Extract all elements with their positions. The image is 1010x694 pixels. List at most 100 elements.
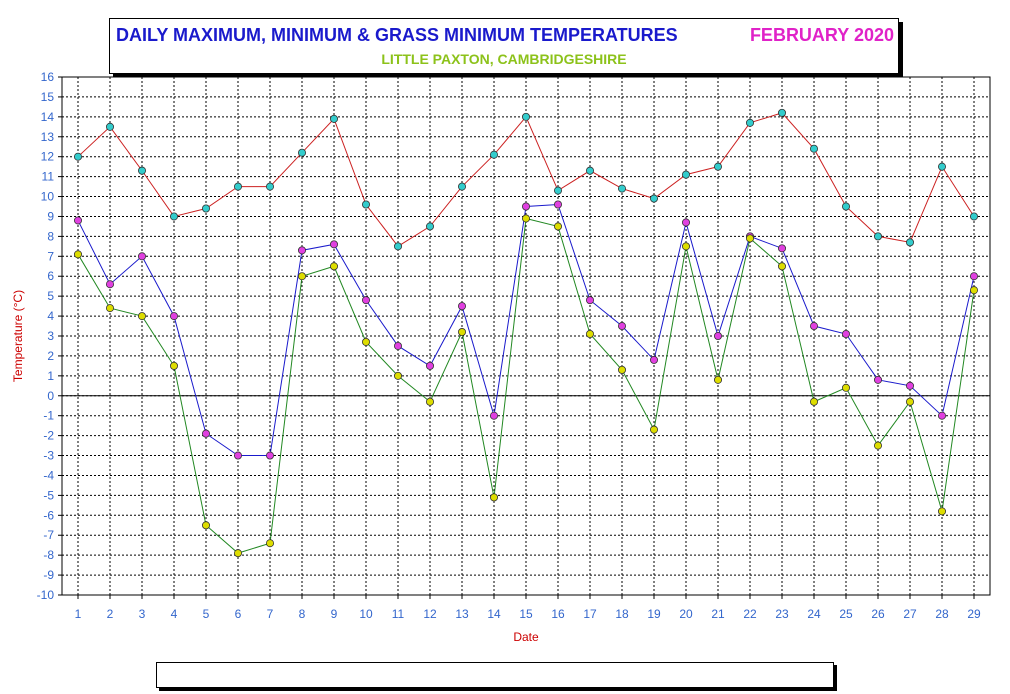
data-point-series-3 [810,397,819,406]
y-tick-label: -3 [43,449,54,463]
data-point-series-3 [425,397,434,406]
x-tick-label: 21 [711,607,725,621]
data-point-series-2 [457,302,466,311]
data-point-series-1 [746,118,755,127]
chart-title-month: FEBRUARY 2020 [749,25,894,45]
data-point-series-1 [714,162,723,171]
x-tick-label: 25 [839,607,853,621]
x-tick-label: 4 [171,607,178,621]
data-point-series-3 [746,234,755,243]
data-point-series-2 [586,296,595,305]
y-tick-label: 4 [47,309,54,323]
data-point-series-3 [457,328,466,337]
data-point-series-3 [714,375,723,384]
data-point-series-3 [137,312,146,321]
data-point-series-3 [361,337,370,346]
chart-title: DAILY MAXIMUM, MINIMUM & GRASS MINIMUM T… [116,25,678,45]
data-point-series-2 [265,451,274,460]
x-tick-label: 17 [583,607,597,621]
data-point-series-3 [778,262,787,271]
x-tick-label: 22 [743,607,757,621]
data-point-series-3 [586,330,595,339]
data-point-series-2 [361,296,370,305]
data-point-series-1 [329,114,338,123]
data-point-series-3 [906,397,915,406]
data-point-series-3 [106,304,115,313]
x-tick-label: 16 [551,607,565,621]
x-tick-label: 24 [807,607,821,621]
data-point-series-3 [874,441,883,450]
y-tick-label: -4 [43,468,54,482]
x-tick-label: 14 [487,607,501,621]
data-point-series-1 [297,148,306,157]
data-point-series-1 [201,204,210,213]
x-tick-label: 8 [299,607,306,621]
x-tick-label: 3 [139,607,146,621]
data-point-series-2 [393,341,402,350]
data-point-series-2 [810,322,819,331]
data-point-series-2 [618,322,627,331]
y-tick-label: 7 [47,249,54,263]
data-point-series-2 [169,312,178,321]
y-tick-label: 0 [47,389,54,403]
y-tick-label: -7 [43,528,54,542]
y-tick-label: 16 [41,70,55,84]
x-tick-label: 10 [359,607,373,621]
data-point-series-1 [169,212,178,221]
x-tick-label: 7 [267,607,274,621]
data-point-series-1 [265,182,274,191]
x-tick-label: 6 [235,607,242,621]
data-point-series-2 [682,218,691,227]
data-point-series-2 [425,361,434,370]
x-tick-label: 27 [903,607,917,621]
data-point-series-2 [201,429,210,438]
data-point-series-1 [778,108,787,117]
data-point-series-1 [393,242,402,251]
data-point-series-2 [874,375,883,384]
data-point-series-1 [650,194,659,203]
data-point-series-1 [457,182,466,191]
data-point-series-1 [361,200,370,209]
chart-subtitle: LITTLE PAXTON, CAMBRIDGESHIRE [381,51,627,67]
y-tick-label: 13 [41,130,55,144]
y-axis-title: Temperature (°C) [11,290,25,382]
data-point-series-2 [554,200,563,209]
data-point-series-1 [970,212,979,221]
y-tick-label: 15 [41,90,55,104]
data-point-series-3 [618,365,627,374]
data-point-series-3 [201,521,210,530]
x-tick-label: 29 [967,607,981,621]
y-tick-label: -2 [43,429,54,443]
data-point-series-1 [554,186,563,195]
data-point-series-1 [106,122,115,131]
x-tick-label: 18 [615,607,629,621]
y-tick-label: 8 [47,229,54,243]
data-point-series-1 [906,238,915,247]
data-point-series-2 [297,246,306,255]
data-point-series-3 [393,371,402,380]
data-point-series-3 [329,262,338,271]
y-tick-label: -8 [43,548,54,562]
data-point-series-2 [714,331,723,340]
y-tick-label: 9 [47,209,54,223]
x-tick-label: 15 [519,607,533,621]
data-point-series-3 [650,425,659,434]
x-tick-label: 1 [75,607,82,621]
data-point-series-3 [554,222,563,231]
data-point-series-2 [970,272,979,281]
data-point-series-1 [810,144,819,153]
y-tick-label: 2 [47,349,54,363]
y-tick-label: -1 [43,409,54,423]
chart-title-box: DAILY MAXIMUM, MINIMUM & GRASS MINIMUM T… [109,18,899,74]
data-point-series-3 [682,242,691,251]
x-tick-label: 2 [107,607,114,621]
data-point-series-3 [74,250,83,259]
data-point-series-3 [233,549,242,558]
data-point-series-1 [522,112,531,121]
y-tick-label: -9 [43,568,54,582]
y-tick-label: 1 [47,369,54,383]
data-point-series-3 [489,493,498,502]
data-point-series-2 [906,381,915,390]
x-tick-label: 12 [423,607,437,621]
